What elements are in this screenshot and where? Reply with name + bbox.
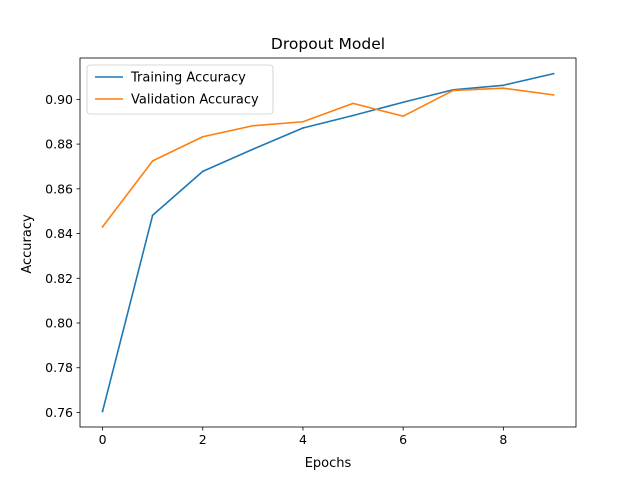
y-tick-label: 0.90: [45, 92, 73, 107]
data-point-s1-9: [552, 94, 555, 96]
data-point-s0-4: [302, 127, 304, 129]
data-point-s1-4: [302, 120, 304, 123]
chart-title: Dropout Model: [271, 35, 385, 53]
y-tick-label: 0.78: [45, 360, 73, 375]
y-tick-label: 0.86: [45, 181, 73, 196]
y-tick-label: 0.80: [45, 316, 73, 331]
x-tick-label: 4: [299, 432, 307, 447]
legend-box: [86, 64, 274, 115]
y-tick-label: 0.88: [45, 137, 73, 152]
x-tick-label: 0: [99, 432, 107, 447]
x-tick-label: 2: [199, 432, 207, 447]
data-point-s1-1: [151, 159, 154, 162]
data-point-s0-3: [251, 148, 254, 151]
data-point-s0-6: [402, 101, 405, 104]
y-tick-label: 0.84: [45, 226, 73, 241]
data-point-s1-5: [352, 102, 354, 105]
data-point-s0-9: [552, 72, 555, 75]
y-tick-label: 0.76: [45, 405, 73, 420]
axes-frame: [79, 57, 577, 428]
data-point-s0-8: [502, 84, 505, 87]
data-point-s1-0: [101, 225, 104, 228]
legend: Training Accuracy Validation Accuracy: [86, 64, 274, 115]
plot-area: [101, 72, 555, 413]
x-axis-label: Epochs: [305, 456, 352, 471]
data-point-s0-2: [201, 170, 204, 173]
x-tick-label: 8: [499, 432, 507, 447]
series-line-0: [101, 72, 555, 413]
legend-label-0: Training Accuracy: [130, 71, 246, 86]
data-point-s1-7: [452, 89, 455, 92]
data-point-s0-5: [352, 114, 354, 117]
data-point-s1-6: [402, 115, 405, 118]
x-tick-label: 6: [399, 432, 407, 447]
axes: 0 2 4 6 8 0.76 0.78 0.80 0.82 0.84 0.86 0.88 0.90: [45, 57, 577, 447]
data-point-s1-3: [251, 124, 254, 127]
y-tick-label: 0.82: [45, 271, 73, 286]
data-point-s1-8: [502, 87, 505, 90]
y-axis-label: Accuracy: [20, 214, 35, 274]
series-line-1: [101, 87, 555, 228]
legend-label-1: Validation Accuracy: [131, 93, 259, 108]
data-point-s0-0: [101, 410, 104, 413]
data-point-s0-1: [151, 214, 154, 217]
data-point-s1-2: [201, 135, 204, 138]
